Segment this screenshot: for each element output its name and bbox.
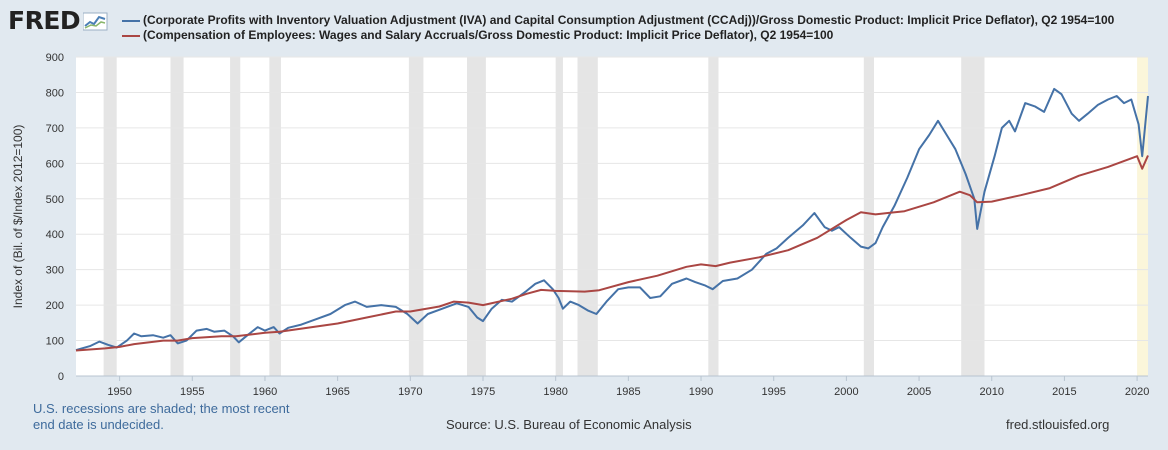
- axes: 0 100 200 300 400 500 600 700 800 900 1950 1955 1960…: [46, 52, 1150, 398]
- recession-band: [230, 57, 241, 376]
- recession-band: [170, 57, 184, 376]
- x-tick-label: 2005: [907, 386, 931, 398]
- y-axis-title: Index of (Bil. of $/Index 2012=100): [11, 125, 25, 309]
- x-tick-label: 2000: [834, 386, 858, 398]
- undecided-recession-band: [1137, 57, 1148, 376]
- legend-series-2[interactable]: (Compensation of Employees: Wages and Sa…: [122, 28, 833, 42]
- y-tick-label: 100: [46, 336, 64, 348]
- fred-logo-text: FRED: [8, 6, 81, 35]
- x-tick-label: 1950: [107, 386, 131, 398]
- recession-band: [577, 57, 598, 376]
- x-tick-label: 1965: [325, 386, 349, 398]
- recession-band: [555, 57, 563, 376]
- chart[interactable]: 0 100 200 300 400 500 600 700 800 900 1950 1955 1960…: [0, 0, 1168, 400]
- y-tick-label: 0: [58, 371, 64, 383]
- y-tick-label: 700: [46, 123, 64, 135]
- recession-note-line-1: U.S. recessions are shaded; the most rec…: [33, 401, 290, 416]
- recession-band: [708, 57, 719, 376]
- y-tick-label: 600: [46, 158, 64, 170]
- recession-note: U.S. recessions are shaded; the most rec…: [33, 401, 333, 433]
- grid-lines: [76, 56, 1148, 342]
- recession-band: [467, 57, 486, 376]
- x-tick-label: 1985: [616, 386, 640, 398]
- y-tick-label: 500: [46, 194, 64, 206]
- legend-series-1[interactable]: (Corporate Profits with Inventory Valuat…: [122, 13, 1114, 27]
- x-tick-label: 1995: [761, 386, 785, 398]
- source-text: Source: U.S. Bureau of Economic Analysis: [446, 417, 692, 432]
- series-line-2[interactable]: [75, 155, 1149, 352]
- fred-logo[interactable]: FRED: [8, 6, 109, 35]
- x-tick-label: 1970: [398, 386, 422, 398]
- recession-band: [408, 57, 424, 376]
- x-tick-label: 1990: [689, 386, 713, 398]
- legend-label-1: (Corporate Profits with Inventory Valuat…: [143, 13, 1115, 27]
- y-tick-label: 400: [46, 229, 64, 241]
- recession-bands: [103, 57, 1148, 376]
- legend-label-2: (Compensation of Employees: Wages and Sa…: [143, 28, 834, 42]
- x-tick-label: 1960: [253, 386, 277, 398]
- recession-note-line-2: end date is undecided.: [33, 417, 164, 432]
- x-tick-label: 1955: [180, 386, 204, 398]
- site-link[interactable]: fred.stlouisfed.org: [1006, 417, 1110, 432]
- recession-band: [269, 57, 281, 376]
- recession-band: [103, 57, 117, 376]
- x-tick-label: 2015: [1052, 386, 1076, 398]
- series-lines: [75, 87, 1149, 352]
- line-chart-icon: [83, 12, 108, 30]
- legend-swatch-1: [122, 19, 140, 22]
- x-tick-label: 2010: [980, 386, 1004, 398]
- legend-swatch-2: [122, 34, 140, 37]
- recession-band: [863, 57, 875, 376]
- x-tick-label: 1980: [543, 386, 567, 398]
- x-tick-label: 2020: [1125, 386, 1149, 398]
- y-tick-label: 800: [46, 87, 64, 99]
- series-line-1[interactable]: [75, 87, 1149, 352]
- y-tick-label: 300: [46, 265, 64, 277]
- x-tick-label: 1975: [471, 386, 495, 398]
- recession-band: [961, 57, 985, 376]
- y-tick-label: 900: [46, 52, 64, 64]
- y-tick-label: 200: [46, 300, 64, 312]
